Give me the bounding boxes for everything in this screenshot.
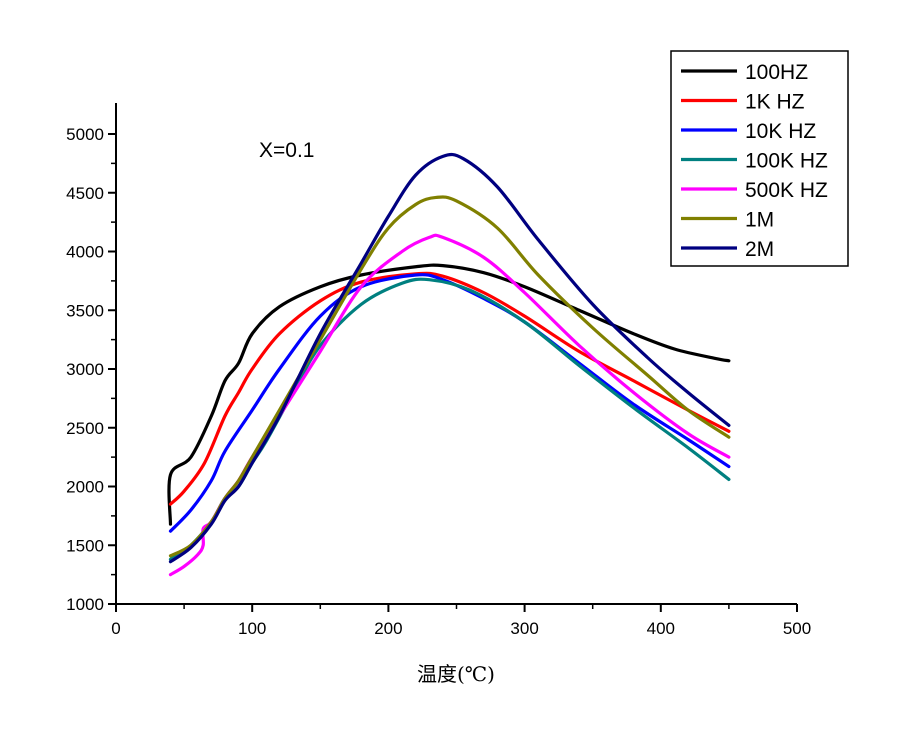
x-tick-label: 0 bbox=[111, 619, 120, 638]
chart-annotation: X=0.1 bbox=[259, 139, 314, 162]
series-line-1k-hz bbox=[168, 271, 731, 506]
series-line-10k-hz bbox=[168, 273, 731, 533]
series-line-100k-hz bbox=[168, 277, 731, 561]
legend-label-1m: 1M bbox=[745, 209, 774, 232]
y-tick-label: 1500 bbox=[66, 536, 104, 555]
y-tick-label: 2500 bbox=[66, 419, 104, 438]
legend-label-10k-hz: 10K HZ bbox=[745, 120, 816, 143]
legend-label-500k-hz: 500K HZ bbox=[745, 179, 828, 202]
y-tick-label: 3000 bbox=[66, 360, 104, 379]
y-tick-label: 5000 bbox=[66, 125, 104, 144]
legend-label-2m: 2M bbox=[745, 238, 774, 261]
series-line-100hz bbox=[167, 263, 731, 526]
legend-label-1k-hz: 1K HZ bbox=[745, 91, 805, 114]
y-tick-label: 1000 bbox=[66, 595, 104, 614]
series-line-500k-hz bbox=[168, 233, 731, 577]
y-tick-label: 3500 bbox=[66, 301, 104, 320]
x-tick-label: 300 bbox=[510, 619, 538, 638]
legend-label-100k-hz: 100K HZ bbox=[745, 150, 828, 173]
legend: 100HZ 1K HZ 10K HZ 100K HZ 500K HZ 1M 2M bbox=[670, 50, 849, 267]
x-tick-label: 400 bbox=[647, 619, 675, 638]
y-tick-label: 4000 bbox=[66, 243, 104, 262]
y-tick-label: 2000 bbox=[66, 478, 104, 497]
y-axis-ticks: 1000 1500 2000 2500 3000 3500 4000 4500 5000 bbox=[66, 125, 116, 614]
x-tick-label: 200 bbox=[374, 619, 402, 638]
x-tick-label: 100 bbox=[238, 619, 266, 638]
x-axis-ticks: 0 100 200 300 400 500 bbox=[111, 604, 811, 638]
x-tick-label: 500 bbox=[783, 619, 811, 638]
x-axis-label: 温度(℃) bbox=[417, 662, 495, 686]
legend-label-100hz: 100HZ bbox=[745, 61, 808, 84]
series-line-2m bbox=[168, 152, 731, 564]
series-line-1m bbox=[168, 195, 731, 558]
y-tick-label: 4500 bbox=[66, 184, 104, 203]
series-lines bbox=[167, 152, 731, 577]
